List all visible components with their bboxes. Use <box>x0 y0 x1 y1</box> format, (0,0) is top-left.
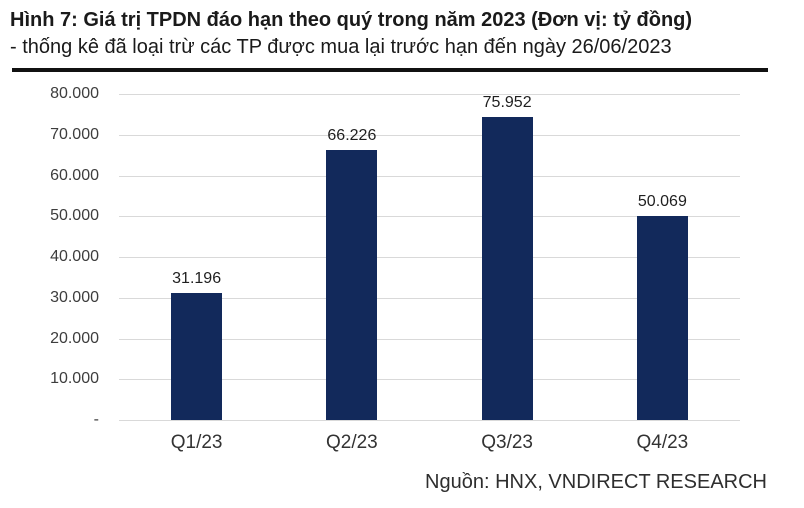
gridline <box>119 379 740 381</box>
bar-value-label: 50.069 <box>637 192 687 210</box>
figure-title: Hình 7: Giá trị TPDN đáo hạn theo quý tr… <box>10 9 693 31</box>
bar-q4-23 <box>636 215 688 420</box>
y-axis-tick-label: 20.000 <box>50 329 99 347</box>
y-axis-tick-label: 50.000 <box>50 207 99 225</box>
gridline <box>119 134 740 136</box>
bar-slot: 75.952 <box>430 94 585 420</box>
figure-subtitle: - thống kê đã loại trừ các TP được mua l… <box>10 36 672 58</box>
gridline <box>119 94 740 95</box>
gridline <box>119 297 740 299</box>
bar-value-label: 66.226 <box>327 127 377 145</box>
source-note: Nguồn: HNX, VNDIRECT RESEARCH <box>425 471 767 493</box>
bar-chart: 31.196 66.226 75.952 50.069 80.000 70.000 60.… <box>50 85 740 428</box>
bar-slot: 31.196 <box>119 94 274 420</box>
x-axis-label: Q1/23 <box>170 432 223 453</box>
figure-header: Hình 7: Giá trị TPDN đáo hạn theo quý tr… <box>0 0 804 61</box>
y-axis-tick-label: 10.000 <box>50 370 99 388</box>
x-axis-row: Q1/23 Q2/23 Q3/23 Q4/23 <box>119 432 740 454</box>
gridline <box>119 257 740 258</box>
x-axis-label: Q4/23 <box>636 432 689 453</box>
gridline <box>119 420 740 421</box>
y-axis-tick-label: - <box>93 411 99 428</box>
y-axis-tick-label: 60.000 <box>50 166 99 184</box>
title-divider <box>12 68 768 72</box>
bar-value-label: 75.952 <box>482 94 532 111</box>
bar-q2-23 <box>326 150 378 420</box>
x-axis-label: Q3/23 <box>481 432 533 453</box>
bar-slot: 50.069 <box>585 94 740 420</box>
bar-q3-23 <box>481 117 533 420</box>
gridline <box>119 216 740 218</box>
y-axis-tick-label: 40.000 <box>50 248 99 265</box>
bar-q1-23 <box>171 292 223 420</box>
bars-row: 31.196 66.226 75.952 50.069 <box>119 94 740 420</box>
gridline <box>119 338 740 340</box>
y-axis-tick-label: 30.000 <box>50 288 99 306</box>
x-axis-label: Q2/23 <box>325 432 378 453</box>
bar-value-label: 31.196 <box>172 269 222 287</box>
y-axis-tick-label: 80.000 <box>50 85 99 102</box>
gridline <box>119 175 740 177</box>
y-axis-tick-label: 70.000 <box>50 125 99 143</box>
bar-slot: 66.226 <box>274 94 429 420</box>
